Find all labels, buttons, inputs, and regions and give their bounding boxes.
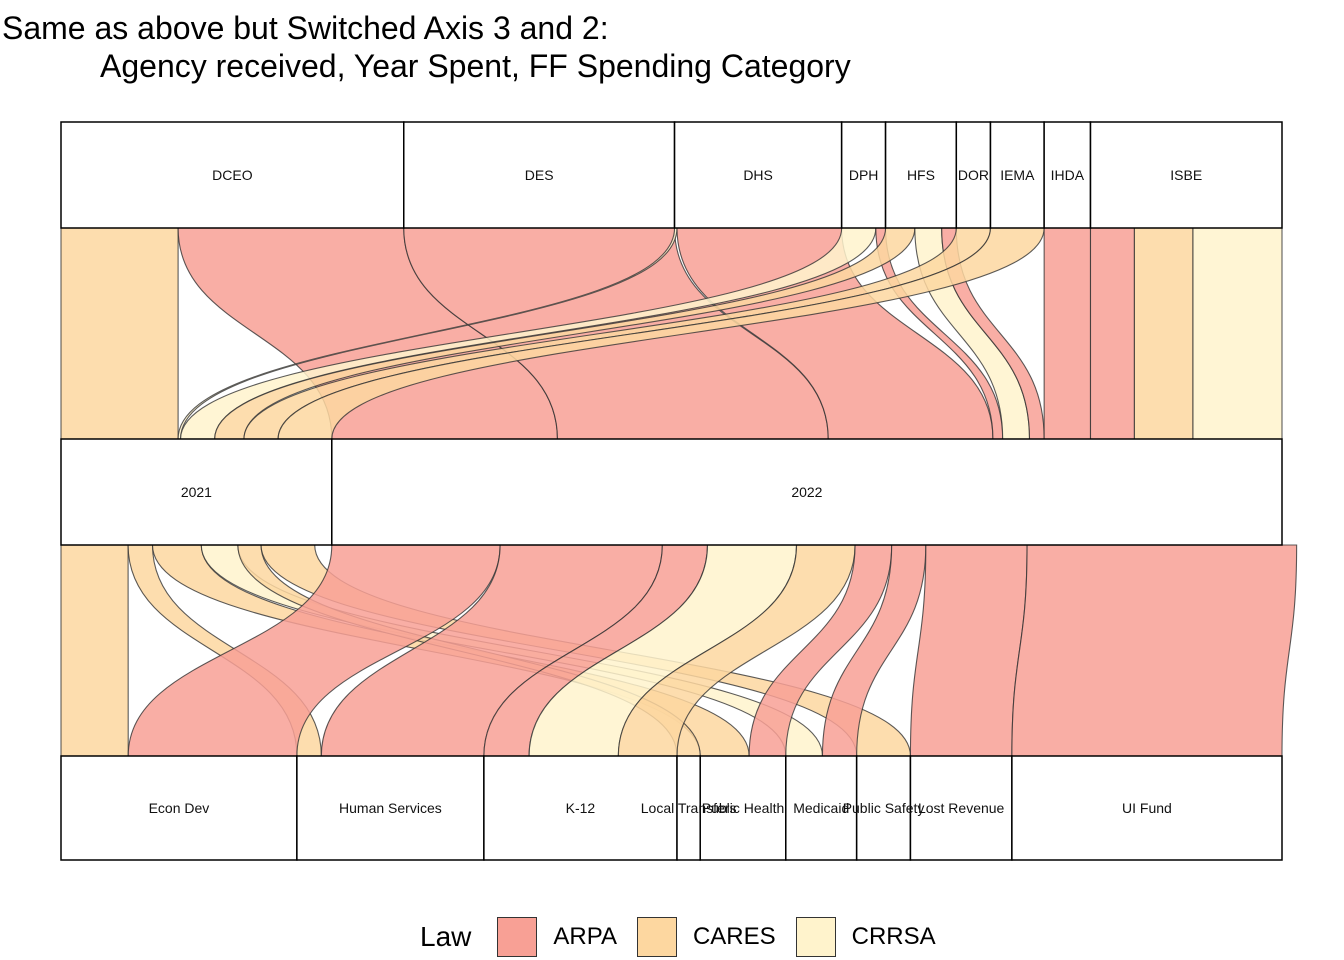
- legend-label-arpa: ARPA: [553, 923, 617, 950]
- stratum-boxes: [60, 121, 1283, 861]
- flow-isbe-2022-arpa: [1089, 227, 1135, 440]
- stratum-label-2022: 2022: [791, 484, 822, 500]
- stratum-label-dor: DOR: [958, 167, 989, 183]
- stratum-box-ui-fund: [1011, 755, 1283, 861]
- stratum-labels: DCEO DES DHS DPH HFS DOR IEMA IHDA ISBE 2021 2022 E…: [149, 167, 1203, 816]
- stratum-box-des: [403, 121, 676, 229]
- stratum-label-hfs: HFS: [907, 167, 935, 183]
- legend: Law ARPA CARES CRRSA: [420, 914, 956, 960]
- flow-2021-econ-dev-cares: [60, 544, 129, 757]
- flows-agency-to-year: [60, 227, 1283, 440]
- stratum-box-public-safety: [855, 755, 912, 861]
- flows-year-to-category: [60, 544, 1298, 757]
- stratum-label-local-transfers: Local Transfers: [641, 800, 737, 816]
- flow-2022-ui-fund-arpa: [1011, 544, 1298, 757]
- flow-isbe-2022-crrsa: [1192, 227, 1283, 440]
- stratum-label-lost-revenue: Lost Revenue: [918, 800, 1005, 816]
- stratum-label-des: DES: [525, 167, 554, 183]
- stratum-label-human-services: Human Services: [339, 800, 442, 816]
- legend-item-crrsa: CRRSA: [795, 917, 936, 957]
- legend-label-cares: CARES: [692, 923, 776, 950]
- stratum-box-dor: [955, 121, 992, 229]
- stratum-label-k-12: K-12: [566, 800, 596, 816]
- stratum-label-public-health: Public Health: [702, 800, 785, 816]
- stratum-box-2021: [60, 438, 333, 546]
- legend-label-crrsa: CRRSA: [851, 923, 936, 950]
- legend-title: Law: [420, 921, 472, 952]
- legend-key-crrsa: [795, 917, 836, 957]
- stratum-box-human-services: [296, 755, 485, 861]
- stratum-label-dhs: DHS: [743, 167, 773, 183]
- legend-item-cares: CARES: [636, 917, 776, 957]
- stratum-label-2021: 2021: [181, 484, 212, 500]
- chart-title-line-1: Same as above but Switched Axis 3 and 2:: [2, 10, 609, 46]
- stratum-box-ihda: [1043, 121, 1092, 229]
- stratum-box-econ-dev: [60, 755, 298, 861]
- alluvial-chart: DCEO DES DHS DPH HFS DOR IEMA IHDA ISBE 2021 2022 E…: [60, 121, 1298, 861]
- stratum-label-public-safety: Public Safety: [843, 800, 925, 816]
- stratum-label-isbe: ISBE: [1170, 167, 1202, 183]
- stratum-label-ihda: IHDA: [1051, 167, 1085, 183]
- flow-dceo-2021-cares: [60, 227, 179, 440]
- stratum-box-2022: [331, 438, 1283, 546]
- stratum-label-ui-fund: UI Fund: [1122, 800, 1172, 816]
- flow-isbe-2022-cares: [1133, 227, 1194, 440]
- flow-ihda-2022-arpa: [1043, 227, 1092, 440]
- stratum-box-lost-revenue: [909, 755, 1013, 861]
- chart-title-line-2: Agency received, Year Spent, FF Spending…: [100, 48, 851, 84]
- flow-2022-lost-revenue-arpa: [909, 544, 1028, 757]
- stratum-box-dceo: [60, 121, 405, 229]
- legend-item-arpa: ARPA: [497, 917, 617, 957]
- stratum-label-dceo: DCEO: [212, 167, 253, 183]
- legend-key-arpa: [497, 917, 538, 957]
- stratum-label-dph: DPH: [849, 167, 879, 183]
- stratum-box-medicaid: [785, 755, 858, 861]
- legend-key-cares: [636, 917, 677, 957]
- stratum-label-iema: IEMA: [1000, 167, 1035, 183]
- stratum-label-econ-dev: Econ Dev: [149, 800, 210, 816]
- stratum-box-isbe: [1089, 121, 1283, 229]
- stratum-box-iema: [989, 121, 1045, 229]
- stratum-box-dph: [840, 121, 887, 229]
- stratum-box-k-12: [483, 755, 678, 861]
- stratum-label-medicaid: Medicaid: [793, 800, 849, 816]
- stratum-box-public-health: [699, 755, 787, 861]
